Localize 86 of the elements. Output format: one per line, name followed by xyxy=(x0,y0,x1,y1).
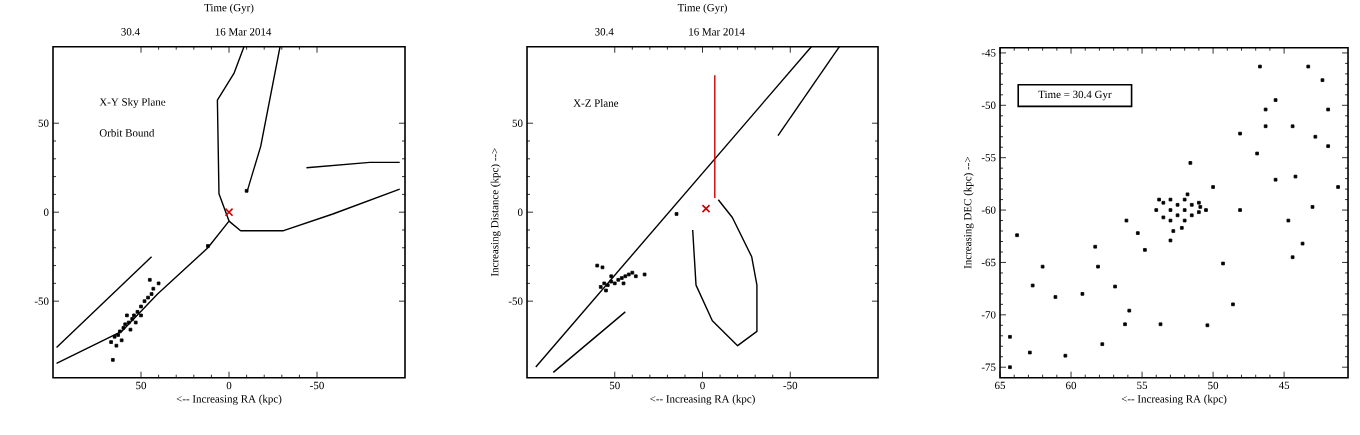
point xyxy=(206,244,210,248)
y-tick-label: -50 xyxy=(508,297,523,306)
point xyxy=(128,328,133,332)
point xyxy=(126,320,131,325)
point xyxy=(114,344,119,348)
point xyxy=(604,288,608,293)
x-axis-title: <-- Increasing RA (kpc) xyxy=(176,395,282,405)
x-tick-label: 0 xyxy=(226,381,232,390)
text: 30.4 xyxy=(121,28,140,36)
y-tick-label: -70 xyxy=(981,311,996,319)
point xyxy=(619,276,624,280)
y-tick-label: -60 xyxy=(981,206,996,214)
point xyxy=(125,313,129,318)
x-tick-label: 60 xyxy=(1066,381,1077,390)
point xyxy=(123,322,127,327)
point xyxy=(627,272,631,277)
point xyxy=(118,329,122,334)
x-tick-label: 50 xyxy=(609,381,620,390)
x-tick-label: 0 xyxy=(700,381,705,390)
annotation: X-Y Sky Plane xyxy=(99,98,166,109)
annotation: Time = 30.4 Gyr xyxy=(1038,90,1112,101)
point xyxy=(135,310,140,314)
point xyxy=(139,313,143,318)
x-tick-label: 50 xyxy=(1208,381,1219,390)
text: 30.4 xyxy=(595,28,614,36)
text: 16 Mar 2014 xyxy=(215,28,272,36)
point xyxy=(612,281,617,286)
point xyxy=(600,265,605,270)
y-tick-label: -75 xyxy=(981,363,996,372)
y-tick-label: -45 xyxy=(981,49,996,57)
point xyxy=(149,292,154,296)
x-tick-label: 55 xyxy=(1137,381,1148,390)
point xyxy=(139,304,143,309)
point xyxy=(621,281,626,286)
point xyxy=(605,283,610,288)
point xyxy=(119,338,124,343)
y-tick-label: -55 xyxy=(981,154,996,162)
point xyxy=(133,320,138,325)
point xyxy=(609,274,614,279)
point xyxy=(224,208,234,217)
point xyxy=(142,299,147,304)
x-tick-label: -50 xyxy=(783,381,798,390)
x-axis-title: <-- Increasing RA (kpc) xyxy=(650,395,755,405)
point xyxy=(121,326,126,330)
x-tick-label: -50 xyxy=(310,381,324,390)
y-axis-title: Increasing Distance (kpc) --> xyxy=(490,148,501,277)
point xyxy=(642,272,647,277)
point xyxy=(116,333,120,337)
y-tick-label: 0 xyxy=(517,208,523,217)
point xyxy=(109,340,113,345)
point xyxy=(244,189,249,193)
point xyxy=(674,212,679,216)
point xyxy=(616,278,621,282)
annotation: X-Z Plane xyxy=(573,99,619,107)
point xyxy=(623,274,628,279)
x-tick-label: 50 xyxy=(136,381,147,390)
point xyxy=(156,281,161,286)
text: Time (Gyr) xyxy=(677,3,727,14)
point xyxy=(111,358,115,362)
y-tick-label: -50 xyxy=(34,297,49,306)
point xyxy=(151,287,156,291)
x-tick-label: 65 xyxy=(995,381,1006,390)
point xyxy=(146,295,150,300)
point xyxy=(132,313,136,318)
point xyxy=(634,274,638,279)
annotation: Orbit Bound xyxy=(99,129,155,137)
x-axis-title: <-- Increasing RA (kpc) xyxy=(1121,395,1227,405)
point xyxy=(595,263,600,268)
y-tick-label: 50 xyxy=(38,119,49,128)
y-axis-title: Increasing DEC (kpc) --> xyxy=(963,157,974,269)
point xyxy=(112,335,117,339)
point xyxy=(148,278,152,282)
point xyxy=(609,279,614,284)
x-tick-label: 45 xyxy=(1278,381,1290,390)
point xyxy=(602,281,607,286)
y-tick-label: 50 xyxy=(512,119,523,128)
text: Time (Gyr) xyxy=(204,3,254,14)
point xyxy=(701,204,711,214)
y-tick-label: 0 xyxy=(43,208,49,217)
text: 16 Mar 2014 xyxy=(689,28,745,36)
line-series xyxy=(691,199,758,347)
y-tick-label: -65 xyxy=(981,258,996,267)
point xyxy=(130,317,135,321)
point xyxy=(630,271,635,275)
point xyxy=(598,285,603,289)
y-tick-label: -50 xyxy=(981,101,996,110)
